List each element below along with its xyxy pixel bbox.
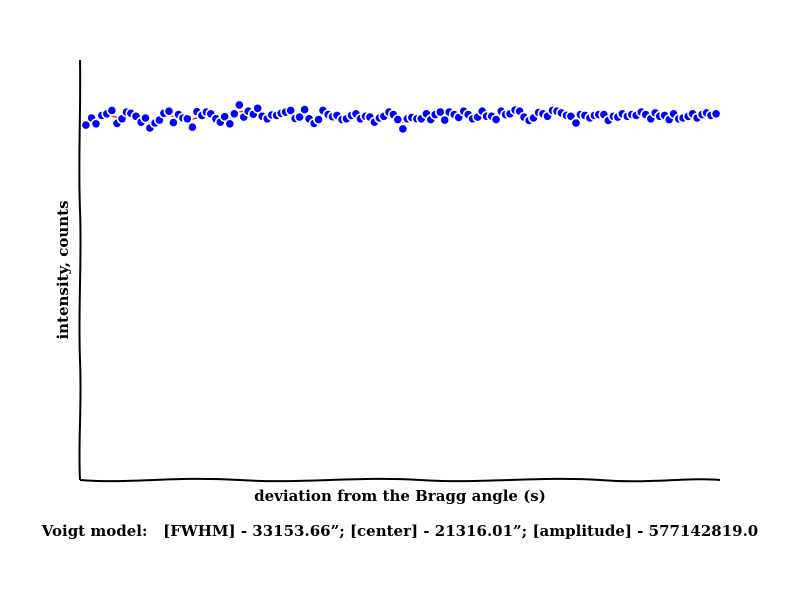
data-point [228, 108, 240, 120]
x-axis-line [79, 477, 721, 483]
data-points-layer [80, 99, 722, 135]
data-point [181, 113, 193, 125]
data-point [163, 105, 175, 117]
y-axis-label: intensity, counts [54, 200, 72, 339]
data-point [167, 117, 179, 128]
data-point [490, 114, 502, 125]
data-point [252, 102, 264, 114]
data-point [439, 114, 451, 126]
data-point [233, 99, 245, 111]
data-point [186, 121, 198, 133]
data-point [80, 119, 92, 131]
data-point [285, 105, 297, 116]
data-point [299, 104, 310, 115]
data-point [710, 108, 722, 120]
data-point [570, 117, 582, 129]
fit-caption: Voigt model: [FWHM] - 33153.66”; [center… [41, 522, 759, 540]
y-axis-line [78, 59, 82, 481]
data-point [219, 111, 231, 123]
data-point [224, 118, 236, 130]
data-point [140, 112, 151, 124]
x-axis-label: deviation from the Bragg angle (s) [254, 487, 546, 505]
data-point [106, 105, 118, 116]
data-point [397, 123, 409, 135]
data-point [392, 114, 404, 125]
data-point [313, 114, 324, 125]
data-point [90, 118, 102, 130]
